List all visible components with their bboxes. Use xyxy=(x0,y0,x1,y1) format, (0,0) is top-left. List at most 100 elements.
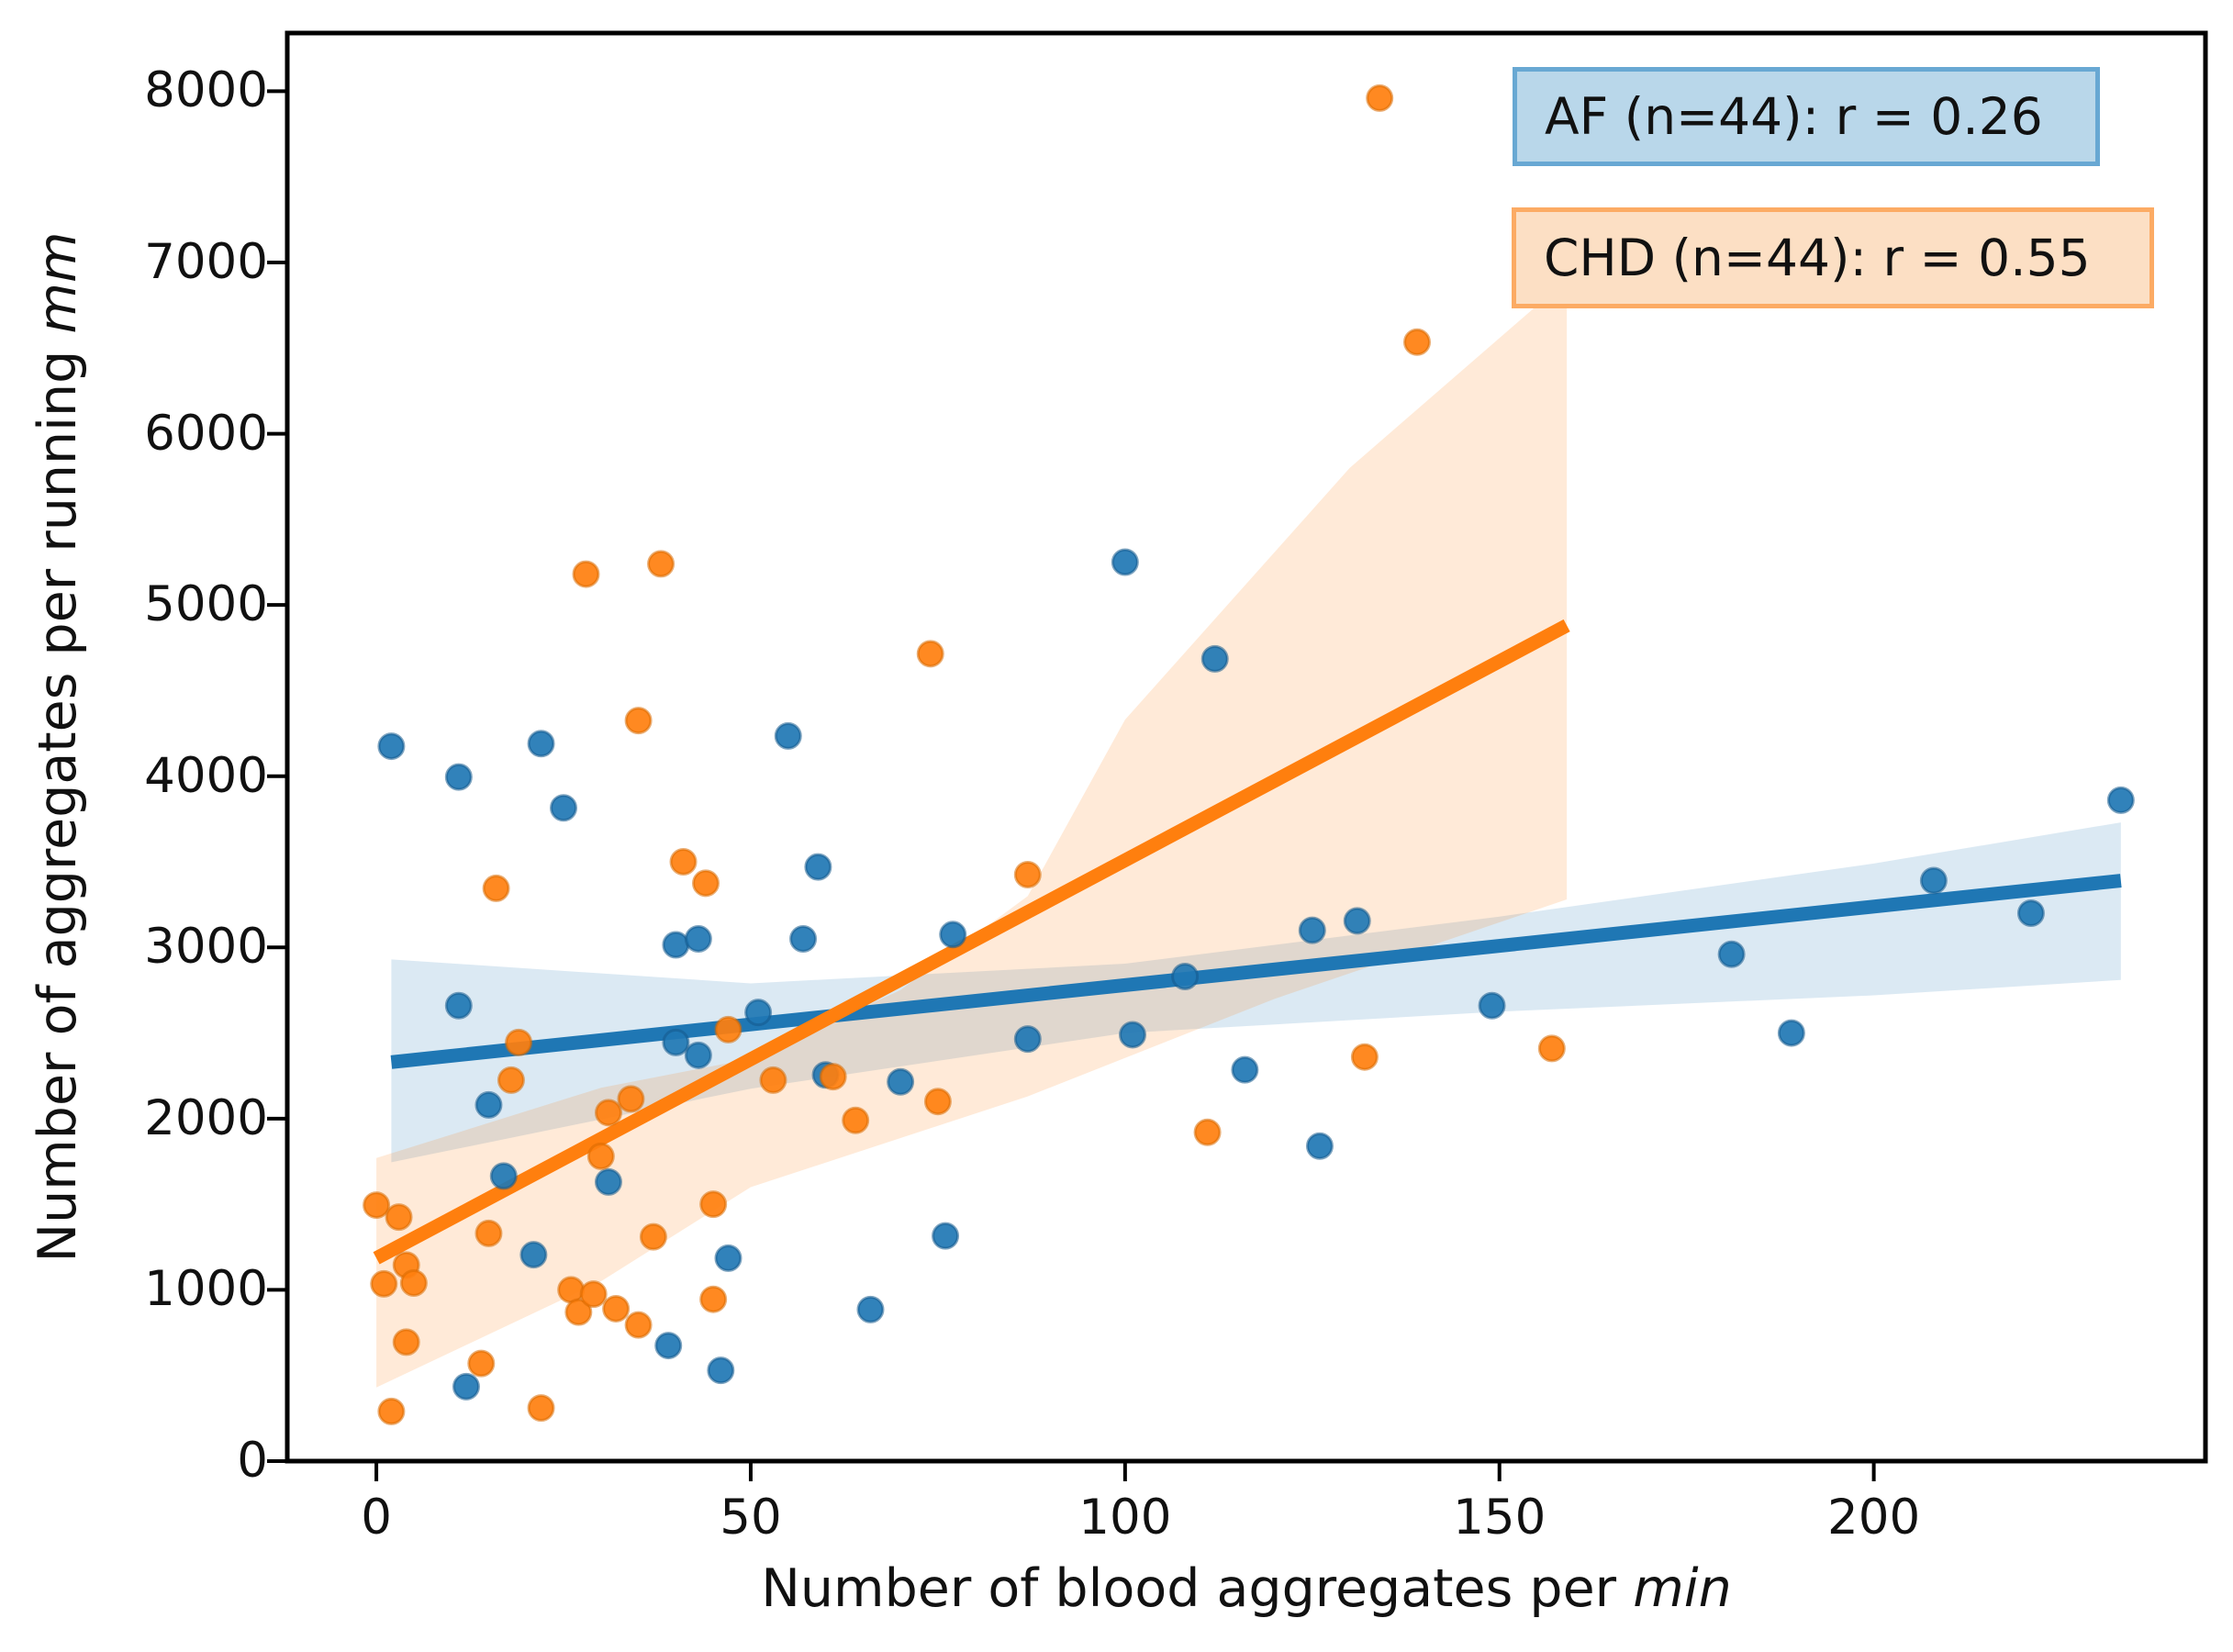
chd-data-point xyxy=(579,1280,608,1309)
af-data-point xyxy=(744,999,773,1027)
af-data-point xyxy=(887,1067,915,1096)
chd-data-point xyxy=(467,1349,496,1378)
chd-data-point xyxy=(692,869,720,898)
chd-data-point xyxy=(669,848,698,876)
chd-data-point xyxy=(1350,1043,1379,1071)
af-data-point xyxy=(662,931,690,959)
chd-data-point xyxy=(819,1063,847,1091)
af-data-point xyxy=(2106,786,2135,814)
plot-area xyxy=(363,84,2135,1425)
af-data-point xyxy=(527,730,555,758)
af-data-point xyxy=(804,853,832,881)
af-data-point xyxy=(1343,907,1371,935)
af-data-point xyxy=(1171,963,1200,991)
af-data-point xyxy=(1478,991,1506,1020)
y-tick-label: 4000 xyxy=(144,747,268,804)
af-data-point xyxy=(444,763,473,791)
af-data-point xyxy=(444,991,473,1020)
y-tick-label: 3000 xyxy=(144,919,268,976)
af-data-point xyxy=(1777,1019,1805,1047)
af-data-point xyxy=(1919,866,1948,895)
af-data-point xyxy=(1231,1055,1259,1084)
af-data-point xyxy=(594,1167,622,1196)
chd-data-point xyxy=(624,1311,653,1339)
legend-af-label: AF (n=44): r = 0.26 xyxy=(1545,87,2043,146)
x-axis-unit: min xyxy=(1633,1558,1732,1619)
legend-chd-label: CHD (n=44): r = 0.55 xyxy=(1544,229,2091,287)
af-data-point xyxy=(519,1241,548,1269)
chd-data-point xyxy=(399,1268,428,1297)
y-tick-label: 6000 xyxy=(144,405,268,462)
chd-data-point xyxy=(482,874,510,902)
af-data-point xyxy=(550,794,578,822)
af-data-point xyxy=(856,1295,885,1323)
af-data-point xyxy=(1200,644,1229,673)
chd-data-point xyxy=(370,1269,398,1298)
af-data-point xyxy=(684,1041,712,1069)
legend-entry-chd: CHD (n=44): r = 0.55 xyxy=(1512,207,2154,308)
x-tick-label: 200 xyxy=(1827,1490,1921,1546)
chd-confidence-band xyxy=(376,279,1568,1388)
y-tick-label: 1000 xyxy=(144,1261,268,1318)
chd-data-point xyxy=(497,1066,525,1094)
chd-data-point xyxy=(572,560,600,588)
af-data-point xyxy=(932,1222,960,1250)
chd-data-point xyxy=(586,1142,615,1170)
y-tick-label: 7000 xyxy=(144,234,268,290)
af-data-point xyxy=(1013,1025,1042,1054)
chd-data-point xyxy=(647,550,675,578)
af-data-point xyxy=(475,1090,503,1119)
plot-frame xyxy=(285,30,2208,1464)
chd-data-point xyxy=(923,1088,952,1116)
af-data-point xyxy=(452,1372,480,1401)
af-data-point xyxy=(774,721,802,750)
y-tick-label: 5000 xyxy=(144,576,268,633)
chd-data-point xyxy=(624,707,653,735)
x-tick-label: 100 xyxy=(1078,1490,1172,1546)
chd-data-point xyxy=(916,640,944,668)
chd-data-point xyxy=(392,1328,420,1356)
chd-data-point xyxy=(842,1106,870,1134)
chd-data-point xyxy=(1013,860,1042,888)
af-data-point xyxy=(2016,899,2045,927)
chd-data-point xyxy=(714,1015,742,1044)
af-data-point xyxy=(662,1028,690,1056)
chd-data-point xyxy=(527,1394,555,1423)
chd-data-point xyxy=(564,1298,593,1326)
chd-data-point xyxy=(377,1397,406,1425)
af-data-point xyxy=(1305,1132,1334,1160)
af-data-point xyxy=(1298,916,1326,944)
x-tick-label: 150 xyxy=(1453,1490,1546,1546)
chd-data-point xyxy=(759,1066,787,1094)
af-data-point xyxy=(1119,1021,1147,1049)
chd-data-point xyxy=(594,1099,622,1127)
af-data-point xyxy=(789,924,818,953)
af-data-point xyxy=(1717,940,1746,968)
af-data-point xyxy=(707,1356,735,1385)
chd-data-point xyxy=(385,1203,413,1232)
chd-data-point xyxy=(617,1085,645,1113)
chd-data-point xyxy=(699,1285,728,1313)
af-data-point xyxy=(684,924,712,953)
y-tick-label: 2000 xyxy=(144,1089,268,1146)
y-tick-label: 0 xyxy=(237,1433,268,1489)
chd-data-point xyxy=(475,1219,503,1247)
af-data-point xyxy=(489,1162,518,1190)
chd-data-point xyxy=(1366,84,1394,112)
chd-data-point xyxy=(505,1028,533,1056)
af-data-point xyxy=(1111,548,1139,576)
af-data-point xyxy=(377,732,406,761)
chd-data-point xyxy=(602,1294,631,1323)
chd-data-point xyxy=(1537,1034,1566,1063)
af-data-point xyxy=(714,1244,742,1272)
legend-entry-af: AF (n=44): r = 0.26 xyxy=(1513,67,2100,166)
y-tick-label: 8000 xyxy=(144,62,268,119)
af-data-point xyxy=(939,921,967,949)
chd-data-point xyxy=(699,1190,728,1219)
chd-data-point xyxy=(363,1191,391,1220)
af-data-point xyxy=(654,1332,683,1360)
chd-data-point xyxy=(1402,328,1431,356)
x-axis-label-text: Number of blood aggregates per xyxy=(761,1558,1634,1619)
